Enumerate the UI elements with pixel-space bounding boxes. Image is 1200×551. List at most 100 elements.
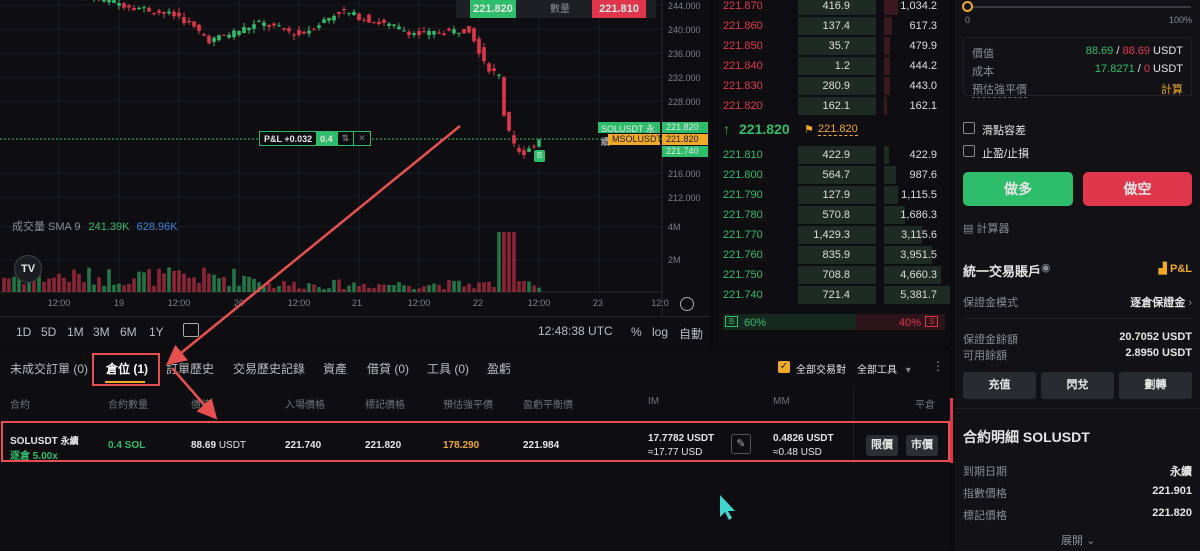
- slippage-label: 滑點容差: [982, 125, 1026, 137]
- bid-size-bar: [798, 266, 876, 284]
- cost-short: 0: [1143, 63, 1150, 75]
- settings-gear-icon[interactable]: [680, 297, 694, 311]
- volume-bar: [172, 270, 176, 292]
- timeframe-1M[interactable]: 1M: [67, 325, 84, 339]
- bid-row[interactable]: 221.800 564.7 987.6: [723, 166, 945, 184]
- more-options-icon[interactable]: ⋮: [932, 359, 944, 373]
- price-tick: 232.000: [668, 73, 701, 83]
- tab-2[interactable]: 訂單歷史: [166, 362, 215, 376]
- date-range-calendar-icon[interactable]: [183, 323, 199, 337]
- eye-icon[interactable]: ◉: [1041, 262, 1051, 274]
- bid-price: 221.760: [723, 249, 763, 261]
- cost-long: 17.8271: [1094, 63, 1135, 75]
- ask-row[interactable]: 221.820 162.1 162.1: [723, 97, 945, 115]
- bid-row[interactable]: 221.760 835.9 3,951.5: [723, 246, 945, 264]
- calculator-link[interactable]: ▤ 計算器: [963, 220, 1009, 236]
- close-position-icon[interactable]: ✕: [353, 132, 370, 145]
- close-limit-button[interactable]: 限價: [866, 435, 898, 456]
- ask-row[interactable]: 221.830 280.9 443.0: [723, 77, 945, 95]
- candle-body: [352, 11, 356, 16]
- timeframe-3M[interactable]: 3M: [93, 325, 110, 339]
- volume-bar: [62, 277, 66, 292]
- volume-bar: [512, 232, 516, 292]
- bid-row[interactable]: 221.790 127.9 1,115.5: [723, 186, 945, 204]
- percent-toggle[interactable]: %: [631, 325, 642, 339]
- slippage-checkbox[interactable]: [963, 122, 975, 134]
- timeframe-6M[interactable]: 6M: [120, 325, 137, 339]
- tpsl-checkbox[interactable]: [963, 145, 975, 157]
- short-button[interactable]: 做空: [1083, 172, 1192, 206]
- ask-row[interactable]: 221.870 416.9 1,034.2: [723, 0, 945, 15]
- volume-bar: [487, 281, 491, 292]
- convert-button[interactable]: 閃兌: [1041, 372, 1114, 399]
- pnl-link[interactable]: ▟ P&L: [1158, 262, 1192, 275]
- ask-total: 443.0: [909, 80, 937, 92]
- volume-bar: [57, 273, 61, 292]
- slider-handle[interactable]: [962, 1, 973, 12]
- long-button[interactable]: 做多: [963, 172, 1073, 206]
- tradingview-logo-icon[interactable]: TV: [14, 255, 42, 283]
- pnl-text: P&L +0.032: [264, 134, 313, 144]
- quick-buy-button[interactable]: 221.820: [470, 0, 516, 18]
- timeframe-1D[interactable]: 1D: [16, 325, 32, 339]
- tab-6[interactable]: 工具 (0): [427, 362, 470, 376]
- calculator-icon: ▤: [963, 223, 977, 235]
- tab-7[interactable]: 盈虧: [487, 362, 512, 376]
- volume-bar: [242, 275, 246, 292]
- leverage-slider[interactable]: [967, 6, 1191, 8]
- edit-margin-icon[interactable]: ✎: [731, 434, 751, 454]
- ask-price: 221.850: [723, 40, 763, 52]
- bid-row[interactable]: 221.810 422.9 422.9: [723, 146, 945, 164]
- candle-body: [467, 26, 471, 33]
- expand-button[interactable]: 展開 ⌄: [1061, 532, 1095, 548]
- bid-row[interactable]: 221.740 721.4 5,381.7: [723, 286, 950, 304]
- all-tools-dropdown[interactable]: 全部工具 ▾: [857, 361, 911, 376]
- breakeven-price: 221.984: [523, 440, 560, 451]
- candle-body: [432, 31, 436, 35]
- tab-5[interactable]: 借貸 (0): [367, 362, 410, 376]
- position-line-label[interactable]: P&L +0.032 0.4 ⇅ ✕: [259, 131, 371, 146]
- calculate-link[interactable]: 計算: [1161, 84, 1183, 96]
- volume-bar: [177, 270, 181, 292]
- value-long: 88.69: [1085, 45, 1114, 57]
- transfer-button[interactable]: 劃轉: [1119, 372, 1192, 399]
- position-margin-mode[interactable]: 逐倉 5.00x: [10, 451, 58, 462]
- volume-bar: [12, 276, 16, 292]
- ask-row[interactable]: 221.860 137.4 617.3: [723, 17, 945, 35]
- log-toggle[interactable]: log: [652, 325, 669, 339]
- deposit-button[interactable]: 充值: [963, 372, 1036, 399]
- slider-min-label: 0: [965, 15, 971, 25]
- ask-row[interactable]: 221.840 1.2 444.2: [723, 57, 945, 75]
- margin-balance-value: 20.7052 USDT: [1119, 331, 1192, 343]
- volume-bar: [442, 289, 446, 292]
- all-pairs-checkbox[interactable]: ✓: [778, 361, 790, 373]
- timeframe-5D[interactable]: 5D: [41, 325, 57, 339]
- tab-1[interactable]: 倉位 (1): [106, 362, 149, 376]
- bid-total-bar: [884, 226, 923, 244]
- candle-body: [122, 3, 126, 8]
- margin-mode-select[interactable]: 逐倉保證金 ›: [1130, 294, 1192, 310]
- reverse-icon[interactable]: ⇅: [336, 132, 354, 145]
- tab-3[interactable]: 交易歷史記錄: [233, 362, 306, 376]
- auto-scale-toggle[interactable]: 自動: [679, 327, 704, 341]
- timeframe-1Y[interactable]: 1Y: [149, 325, 164, 339]
- price-tick: 244.000: [668, 1, 701, 11]
- sell-ratio-bar: [856, 314, 945, 330]
- bid-total: 5,381.7: [900, 289, 937, 301]
- volume-bar: [47, 278, 51, 292]
- bid-row[interactable]: 221.770 1,429.3 3,115.6: [723, 226, 945, 244]
- volume-bar: [32, 277, 36, 292]
- candle-body: [447, 28, 451, 31]
- candle-body: [332, 15, 336, 21]
- close-market-button[interactable]: 市價: [906, 435, 938, 456]
- price-chart[interactable]: 221.820 數量 221.810 244.000 240.000 236.0…: [0, 0, 710, 346]
- bid-row[interactable]: 221.780 570.8 1,686.3: [723, 206, 945, 224]
- candle-body: [302, 31, 306, 34]
- quick-sell-button[interactable]: 221.810: [592, 0, 646, 18]
- tab-4[interactable]: 資產: [323, 362, 348, 376]
- tab-0[interactable]: 未成交訂單 (0): [10, 362, 89, 376]
- position-symbol[interactable]: SOLUSDT: [10, 436, 58, 447]
- bid-row[interactable]: 221.750 708.8 4,660.3: [723, 266, 945, 284]
- candle-body: [157, 10, 161, 13]
- ask-row[interactable]: 221.850 35.7 479.9: [723, 37, 945, 55]
